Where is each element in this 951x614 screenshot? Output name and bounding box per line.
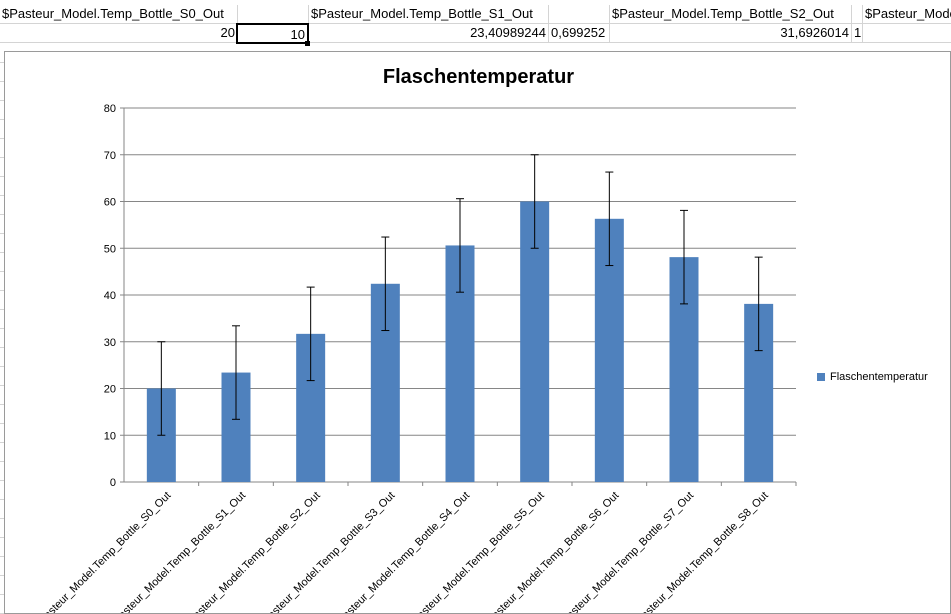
cell-g2[interactable] bbox=[863, 24, 951, 43]
cell-e2[interactable]: 31,6926014 bbox=[610, 24, 852, 43]
x-tick-label: $Pasteur_Model.Temp_Bottle_S4_Out bbox=[331, 490, 472, 613]
y-tick-label: 80 bbox=[104, 103, 116, 115]
x-tick-label: $Pasteur_Model.Temp_Bottle_S6_Out bbox=[480, 490, 621, 613]
x-tick-label: $Pasteur_Model.Temp_Bottle_S8_Out bbox=[630, 490, 771, 613]
sheet-row-gridline bbox=[0, 499, 4, 500]
y-tick-label: 40 bbox=[104, 290, 116, 302]
plot-area: 0 10 20 30 40 50 60 70 80 $Pasteur_Model.Temp_Bot… bbox=[32, 103, 797, 613]
sheet-row-gridline bbox=[0, 252, 4, 253]
y-tick-label: 0 bbox=[110, 477, 116, 489]
sheet-row-gridline bbox=[0, 309, 4, 310]
cell-b1[interactable] bbox=[238, 5, 309, 24]
cell-c1[interactable]: $Pasteur_Model.Temp_Bottle_S1_Out bbox=[309, 5, 549, 24]
sheet-row-gridline bbox=[0, 347, 4, 348]
y-tick-label: 30 bbox=[104, 337, 116, 349]
sheet-row-gridline bbox=[0, 138, 4, 139]
sheet-row-gridline bbox=[0, 537, 4, 538]
y-tick-label: 70 bbox=[104, 150, 116, 162]
sheet-row-gridline bbox=[0, 100, 4, 101]
sheet-row-gridline bbox=[0, 233, 4, 234]
sheet-row-gridline bbox=[0, 195, 4, 196]
sheet-row-gridline bbox=[0, 575, 4, 576]
sheet-row-gridline bbox=[0, 290, 4, 291]
x-tick-label: $Pasteur_Model.Temp_Bottle_S0_Out bbox=[32, 490, 173, 613]
sheet-row-gridline bbox=[0, 119, 4, 120]
sheet-row-gridline bbox=[0, 442, 4, 443]
sheet-row-gridline bbox=[0, 385, 4, 386]
cell-g1[interactable]: $Pasteur_Mode bbox=[863, 5, 951, 24]
cell-a1[interactable]: $Pasteur_Model.Temp_Bottle_S0_Out bbox=[0, 5, 238, 24]
fill-handle[interactable] bbox=[305, 41, 310, 46]
x-tick-label: $Pasteur_Model.Temp_Bottle_S7_Out bbox=[555, 490, 696, 613]
sheet-row-gridline bbox=[0, 480, 4, 481]
y-tick-label: 10 bbox=[104, 430, 116, 442]
x-tick-label: $Pasteur_Model.Temp_Bottle_S2_Out bbox=[182, 490, 323, 613]
sheet-row-gridline bbox=[0, 176, 4, 177]
sheet-row-gridline bbox=[0, 423, 4, 424]
legend: Flaschentemperatur bbox=[817, 371, 928, 383]
sheet-row-gridline bbox=[0, 271, 4, 272]
x-tick-label: $Pasteur_Model.Temp_Bottle_S1_Out bbox=[107, 490, 248, 613]
sheet-row-gridline bbox=[0, 81, 4, 82]
cell-d1[interactable] bbox=[549, 5, 610, 24]
x-tick-label: $Pasteur_Model.Temp_Bottle_S5_Out bbox=[406, 490, 547, 613]
legend-swatch bbox=[817, 373, 825, 381]
chart-title: Flaschentemperatur bbox=[382, 66, 575, 88]
x-tick-label: $Pasteur_Model.Temp_Bottle_S3_Out bbox=[256, 490, 397, 613]
cell-d2[interactable]: 0,699252 bbox=[549, 24, 610, 43]
chart-area[interactable]: Flaschentemperatur 0 10 20 30 40 50 60 70 80 $Pas… bbox=[4, 51, 951, 614]
cell-a2[interactable]: 20 bbox=[0, 24, 238, 43]
sheet-row-gridline bbox=[0, 556, 4, 557]
y-tick-label: 20 bbox=[104, 384, 116, 396]
sheet-row-gridline bbox=[0, 157, 4, 158]
sheet-row-gridline bbox=[0, 214, 4, 215]
sheet-row-gridline bbox=[0, 328, 4, 329]
sheet-row-gridline bbox=[0, 518, 4, 519]
cell-e1[interactable]: $Pasteur_Model.Temp_Bottle_S2_Out bbox=[610, 5, 852, 24]
cell-f1[interactable] bbox=[852, 5, 863, 24]
cell-b2-selected[interactable]: 10 bbox=[236, 23, 309, 44]
sheet-row-gridline bbox=[0, 62, 4, 63]
cell-f2[interactable]: 1 bbox=[852, 24, 863, 43]
sheet-row-gridline bbox=[0, 404, 4, 405]
sheet-row-gridline bbox=[0, 461, 4, 462]
sheet-row-gridline bbox=[0, 594, 4, 595]
cell-c2[interactable]: 23,40989244 bbox=[309, 24, 549, 43]
y-tick-label: 60 bbox=[104, 197, 116, 209]
y-tick-label: 50 bbox=[104, 243, 116, 255]
legend-label: Flaschentemperatur bbox=[830, 371, 928, 383]
sheet-row-gridline bbox=[0, 366, 4, 367]
